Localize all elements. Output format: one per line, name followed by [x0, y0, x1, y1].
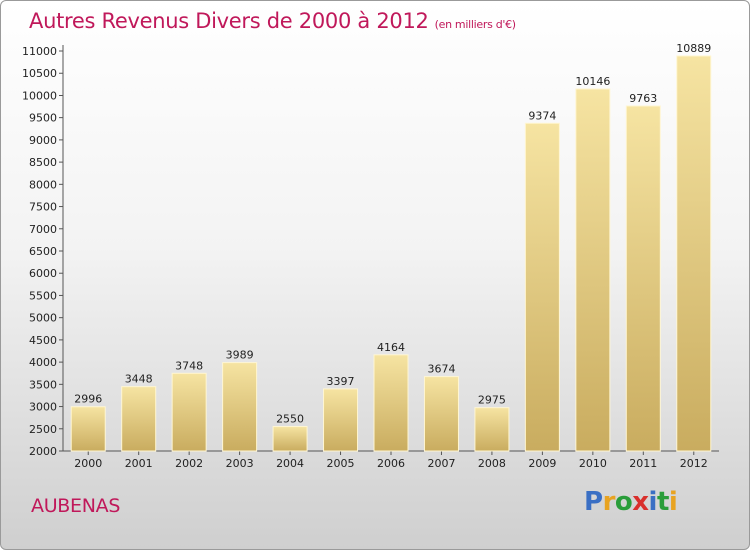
bar-data-label: 4164 — [377, 341, 405, 354]
logo-letter: i — [668, 487, 678, 517]
y-tick-label: 8500 — [29, 156, 57, 169]
y-tick-label: 9000 — [29, 134, 57, 147]
y-tick-label: 11000 — [22, 45, 57, 58]
bar-data-label: 2550 — [276, 413, 304, 426]
x-tick-label: 2005 — [327, 457, 355, 470]
bar — [524, 122, 560, 452]
x-tick-label: 2007 — [427, 457, 455, 470]
bar-data-label: 2975 — [478, 394, 506, 407]
y-tick-label: 10000 — [22, 89, 57, 102]
y-tick-label: 6500 — [29, 245, 57, 258]
bar-data-label: 3748 — [175, 359, 203, 372]
y-tick-label: 8000 — [29, 178, 57, 191]
x-tick-label: 2000 — [74, 457, 102, 470]
bar-data-label: 2996 — [74, 393, 102, 406]
bar-data-label: 3989 — [226, 349, 254, 362]
x-tick-label: 2012 — [680, 457, 708, 470]
bar — [272, 426, 308, 452]
chart-title-unit: (en milliers d'€) — [434, 18, 516, 31]
y-tick-label: 4000 — [29, 356, 57, 369]
y-tick-label: 5500 — [29, 289, 57, 302]
bar — [625, 105, 661, 452]
bar-data-label: 10889 — [676, 42, 711, 55]
bar-data-label: 3397 — [327, 375, 355, 388]
logo-letter: r — [602, 487, 616, 517]
x-tick-label: 2010 — [579, 457, 607, 470]
y-tick-label: 10500 — [22, 67, 57, 80]
bar — [70, 406, 106, 452]
y-tick-label: 3000 — [29, 401, 57, 414]
y-tick-label: 2000 — [29, 445, 57, 458]
bar — [323, 388, 359, 452]
logo-letter: t — [656, 487, 669, 517]
bar — [171, 372, 207, 452]
chart-title-text: Autres Revenus Divers de 2000 à 2012 — [29, 9, 429, 33]
bar-data-labels: 2996 3448 3748 3989 2550 3397 4164 3674 2975 9374… — [74, 42, 711, 426]
x-tick-label: 2008 — [478, 457, 506, 470]
bar-data-label: 10146 — [575, 75, 610, 88]
bar — [474, 407, 510, 452]
x-tick-label: 2001 — [125, 457, 153, 470]
proxiti-logo: Proxiti — [584, 487, 678, 517]
y-axis-tick-labels: 2000 2500 3000 3500 4000 4500 5000 5500 6000 6500… — [22, 45, 57, 458]
city-name: AUBENAS — [31, 495, 121, 517]
chart-bars — [70, 55, 712, 452]
y-tick-label: 4500 — [29, 334, 57, 347]
y-tick-label: 3500 — [29, 378, 57, 391]
bar — [575, 88, 611, 452]
x-tick-label: 2004 — [276, 457, 304, 470]
x-tick-label: 2009 — [528, 457, 556, 470]
bar-data-label: 3674 — [427, 363, 455, 376]
x-tick-label: 2002 — [175, 457, 203, 470]
bar — [121, 386, 157, 452]
logo-letter: i — [648, 487, 658, 517]
x-tick-label: 2003 — [226, 457, 254, 470]
y-tick-label: 6000 — [29, 267, 57, 280]
y-tick-label: 7000 — [29, 223, 57, 236]
y-tick-label: 5000 — [29, 312, 57, 325]
bar — [423, 376, 459, 452]
logo-letter: x — [632, 487, 649, 517]
y-tick-label: 7500 — [29, 201, 57, 214]
bar — [676, 55, 712, 452]
bar-data-label: 9763 — [629, 92, 657, 105]
x-axis-tick-labels: 2000 2001 2002 2003 2004 2005 2006 2007 2008 2009… — [74, 457, 708, 470]
bar-data-label: 9374 — [528, 109, 556, 122]
bar — [222, 362, 258, 452]
logo-letter: o — [614, 487, 633, 517]
y-tick-label: 9500 — [29, 112, 57, 125]
x-tick-label: 2006 — [377, 457, 405, 470]
logo-letter: P — [584, 487, 603, 517]
chart-title: Autres Revenus Divers de 2000 à 2012 (en … — [29, 9, 516, 33]
bar — [373, 354, 409, 452]
x-tick-label: 2011 — [629, 457, 657, 470]
y-tick-label: 2500 — [29, 423, 57, 436]
bar-data-label: 3448 — [125, 373, 153, 386]
